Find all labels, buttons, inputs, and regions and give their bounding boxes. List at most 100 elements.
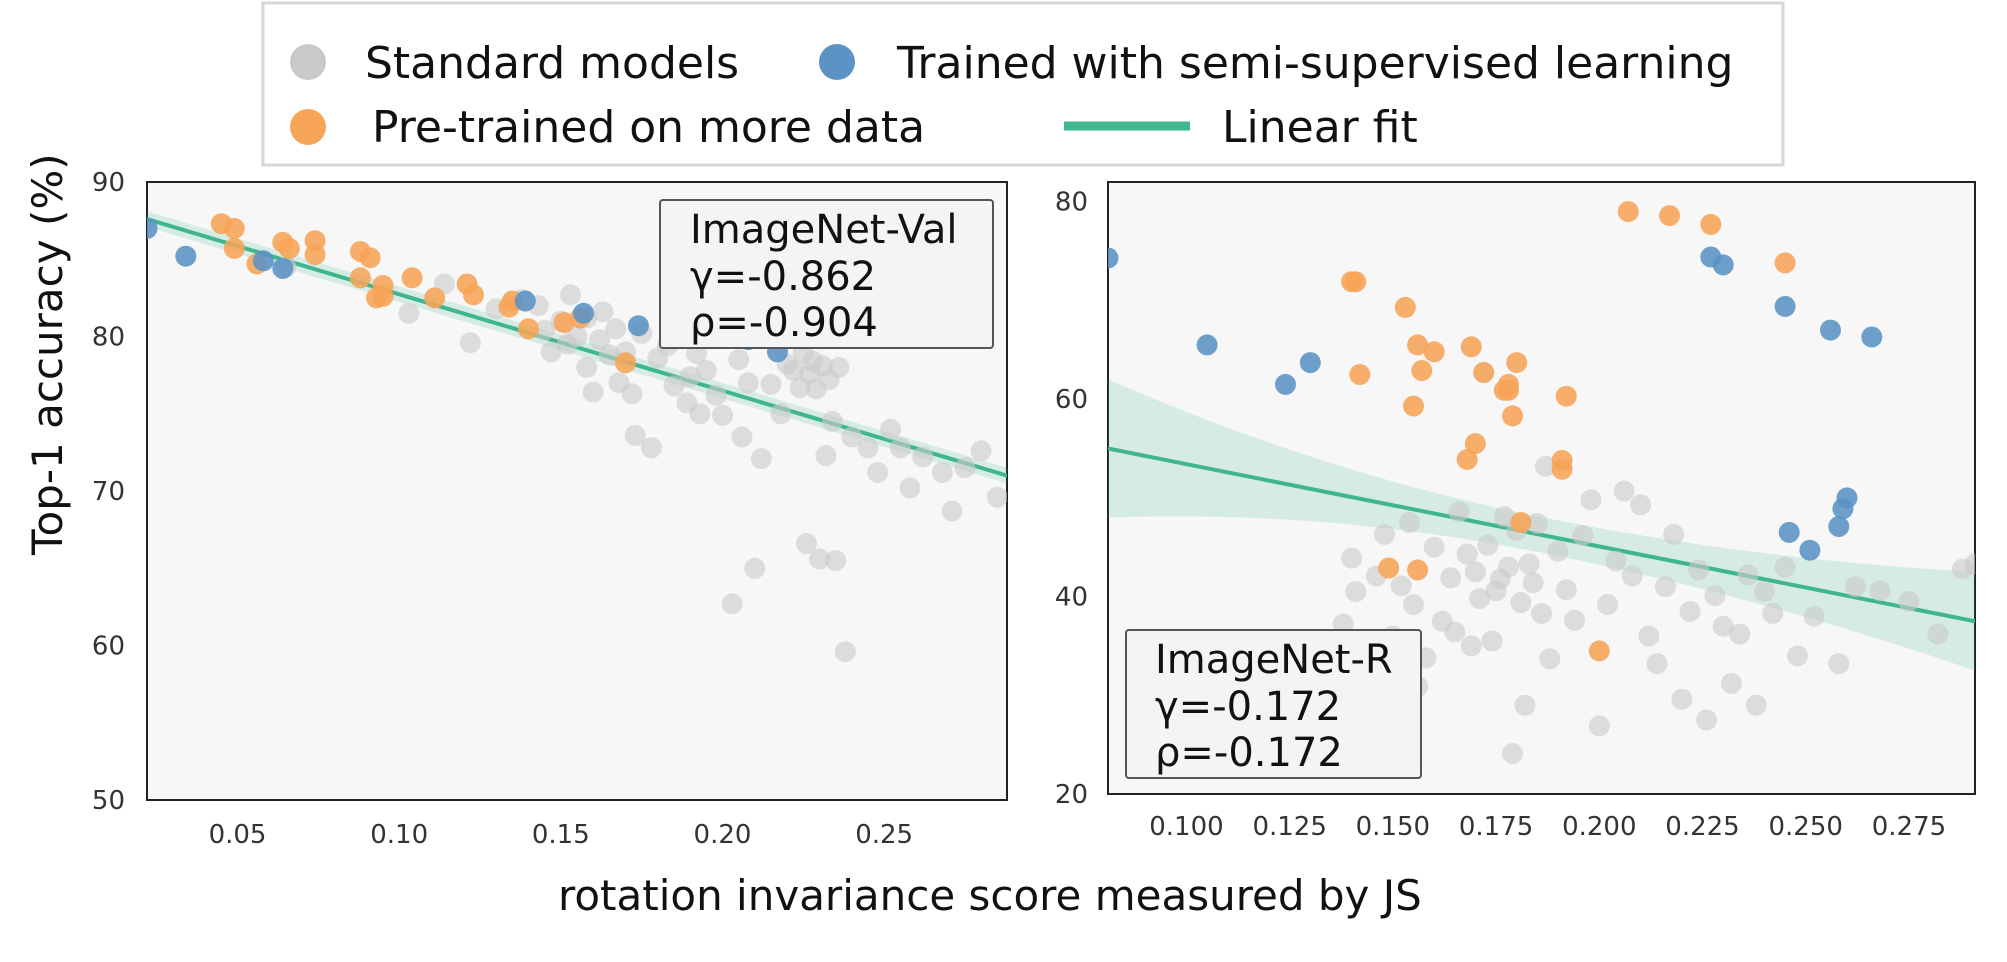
annotation-imagenet-r-title: ImageNet-R — [1155, 637, 1393, 683]
point-pretrained — [1700, 213, 1722, 235]
point-standard — [1613, 480, 1635, 502]
point-standard — [1679, 600, 1701, 622]
point-semi — [175, 245, 197, 267]
point-standard — [1762, 602, 1784, 624]
point-standard — [582, 381, 604, 403]
legend-pretrained-label: Pre-trained on more data — [372, 102, 925, 153]
x-tick-label: 0.20 — [694, 820, 752, 850]
point-standard — [1403, 594, 1424, 615]
legend-standard-marker — [290, 44, 326, 80]
point-standard — [744, 557, 766, 579]
legend-standard-label: Standard models — [365, 38, 739, 89]
panel-imagenet-r: 0.100 0.125 0.150 0.175 0.200 0.225 0.250 0.275… — [1055, 181, 1976, 842]
point-standard — [821, 411, 843, 432]
point-standard — [1663, 523, 1685, 545]
point-pretrained — [1407, 334, 1429, 356]
annotation-imagenet-val-box — [659, 199, 994, 349]
point-standard — [1526, 513, 1548, 534]
point-standard — [1737, 564, 1759, 586]
legend-semi-label: Trained with semi-supervised learning — [896, 38, 1733, 89]
x-tick-label: 0.250 — [1769, 812, 1843, 842]
point-semi — [573, 302, 594, 324]
legend: Standard models Trained with semi-superv… — [261, 1, 1785, 167]
point-standard — [721, 593, 743, 615]
point-standard — [931, 462, 953, 483]
x-tick-label: 0.175 — [1459, 812, 1533, 842]
point-pretrained — [424, 287, 446, 309]
point-semi — [1712, 254, 1734, 276]
x-tick-label: 0.150 — [1356, 812, 1430, 842]
point-pretrained — [1464, 433, 1486, 455]
point-pretrained — [553, 312, 575, 334]
point-pretrained — [372, 285, 394, 307]
point-standard — [1654, 576, 1676, 598]
point-standard — [841, 426, 863, 448]
point-standard — [589, 329, 611, 351]
point-standard — [760, 373, 782, 395]
point-standard — [899, 477, 921, 499]
point-standard — [576, 356, 598, 378]
point-pretrained — [1555, 385, 1577, 407]
point-standard — [1704, 585, 1726, 607]
legend-semi-marker — [819, 44, 855, 80]
point-standard — [679, 366, 701, 388]
point-standard — [1844, 576, 1866, 598]
x-tick-label: 0.200 — [1562, 812, 1636, 842]
point-standard — [770, 403, 792, 425]
point-standard — [1464, 561, 1486, 583]
point-standard — [970, 440, 992, 462]
point-pretrained — [223, 217, 245, 239]
point-standard — [1493, 506, 1515, 528]
point-standard — [1745, 694, 1767, 716]
y-tick-label: 70 — [92, 477, 125, 507]
point-pretrained — [1551, 458, 1573, 480]
point-standard — [605, 318, 627, 340]
point-pretrained — [615, 352, 636, 374]
point-standard — [1535, 455, 1557, 477]
point-standard — [1687, 559, 1709, 581]
x-tick-label: 0.225 — [1665, 812, 1739, 842]
point-standard — [1448, 501, 1470, 523]
x-axis-title: rotation invariance score measured by JS — [558, 871, 1422, 920]
point-standard — [986, 486, 1007, 508]
point-standard — [912, 446, 934, 468]
point-standard — [809, 548, 830, 570]
point-pretrained — [223, 237, 245, 259]
annotation-imagenet-val-title: ImageNet-Val — [690, 207, 957, 253]
legend-fit-label: Linear fit — [1222, 102, 1418, 153]
point-pretrained — [1460, 336, 1482, 358]
point-standard — [624, 424, 646, 446]
point-semi — [1861, 326, 1883, 348]
point-pretrained — [1510, 512, 1532, 533]
point-standard — [566, 326, 588, 347]
panel-imagenet-val-xticks: 0.05 0.10 0.15 0.20 0.25 — [209, 820, 914, 850]
point-standard — [1502, 743, 1524, 764]
point-standard — [1588, 715, 1610, 737]
y-tick-label: 80 — [1055, 188, 1088, 218]
point-standard — [1787, 645, 1808, 667]
point-standard — [1696, 709, 1718, 731]
y-tick-label: 20 — [1055, 780, 1088, 810]
point-pretrained — [1407, 559, 1429, 581]
point-standard — [459, 332, 481, 354]
point-standard — [1605, 550, 1627, 572]
point-pretrained — [1345, 271, 1367, 293]
legend-frame — [261, 1, 1785, 167]
x-tick-label: 0.25 — [855, 820, 913, 850]
point-pretrained — [1394, 296, 1416, 318]
point-pretrained — [1456, 448, 1478, 470]
point-pretrained — [463, 284, 484, 306]
point-standard — [1398, 512, 1420, 533]
point-pretrained — [1617, 201, 1639, 223]
point-pretrained — [401, 267, 423, 289]
point-standard — [1729, 623, 1751, 645]
point-pretrained — [1506, 352, 1528, 374]
point-standard — [689, 403, 711, 425]
point-standard — [1898, 591, 1920, 612]
point-standard — [828, 356, 850, 378]
y-axis-title: Top-1 accuracy (%) — [23, 153, 72, 556]
point-standard — [1828, 653, 1850, 675]
point-standard — [1481, 630, 1503, 652]
x-tick-label: 0.125 — [1252, 812, 1326, 842]
